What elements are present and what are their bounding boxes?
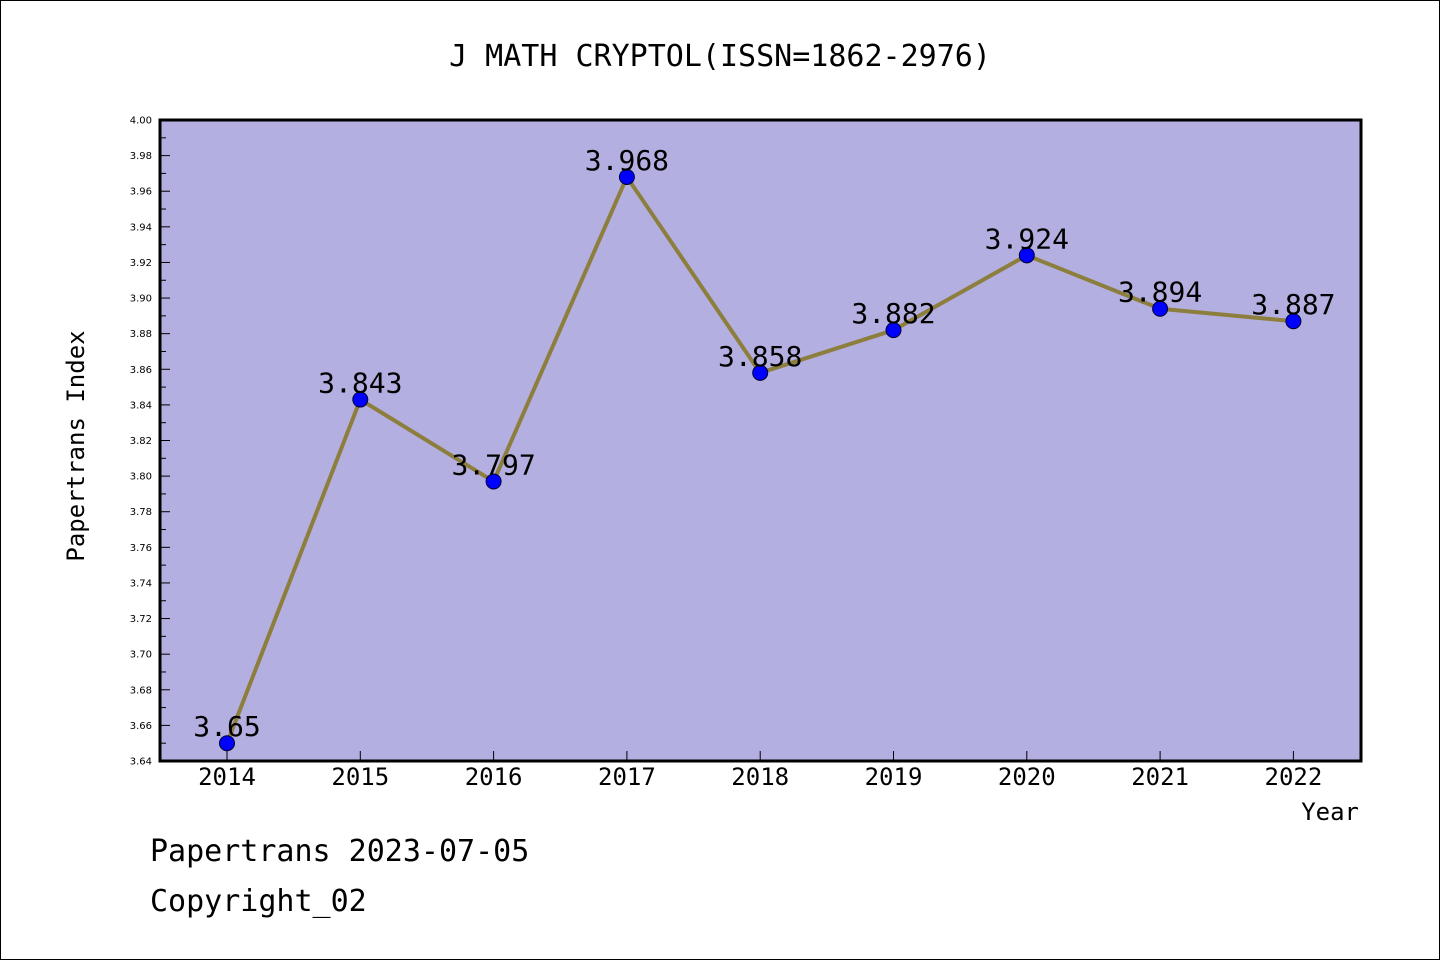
y-tick-label: 3.78 — [130, 507, 152, 518]
y-tick-label: 3.76 — [130, 543, 152, 554]
chart-title: J MATH CRYPTOL(ISSN=1862-2976) — [449, 39, 991, 74]
data-label: 3.894 — [1118, 276, 1202, 309]
x-tick-label: 2017 — [598, 763, 656, 791]
y-tick-label: 3.98 — [130, 151, 152, 162]
y-tick-label: 3.94 — [130, 222, 152, 233]
data-label: 3.924 — [985, 222, 1069, 255]
y-tick-label: 3.92 — [130, 258, 152, 269]
data-label: 3.797 — [451, 448, 535, 481]
y-axis: 3.64 3.66 3.68 3.70 3.72 3.74 3.76 3.78 3.80 3.82… — [130, 116, 170, 768]
y-tick-label: 4.00 — [130, 116, 152, 127]
y-tick-label: 3.80 — [130, 472, 152, 483]
footer-date-text: Papertrans 2023-07-05 — [150, 834, 530, 869]
y-tick-label: 3.68 — [130, 685, 152, 696]
data-point — [1018, 247, 1035, 264]
data-label: 3.887 — [1251, 288, 1335, 321]
x-tick-label: 2015 — [331, 763, 389, 791]
y-tick-label: 3.84 — [130, 400, 152, 411]
data-point — [219, 735, 235, 752]
data-label: 3.843 — [318, 367, 402, 400]
data-point — [1152, 300, 1169, 317]
y-tick-label: 3.70 — [130, 650, 152, 661]
data-point — [618, 168, 635, 185]
x-axis-title: Year — [1301, 798, 1359, 826]
data-point — [485, 473, 502, 490]
y-tick-label: 3.96 — [130, 187, 152, 198]
x-tick-label: 2014 — [198, 763, 256, 791]
series-layer — [219, 168, 1302, 752]
y-tick-label: 3.82 — [130, 436, 152, 447]
x-tick-label: 2019 — [865, 763, 923, 791]
x-tick-label: 2021 — [1131, 763, 1189, 791]
data-labels: 3.65 3.843 3.797 3.968 3.858 3.882 3.924 3.894 3… — [193, 144, 1335, 743]
y-axis-title: Papertrans Index — [62, 330, 90, 561]
data-point — [885, 322, 902, 339]
data-label: 3.65 — [193, 710, 260, 743]
x-tick-label: 2018 — [731, 763, 789, 791]
y-tick-label: 3.86 — [130, 365, 152, 376]
data-point — [352, 391, 369, 408]
x-tick-label: 2020 — [998, 763, 1056, 791]
x-tick-label: 2016 — [465, 763, 523, 791]
x-axis: 2014 2015 2016 2017 2018 2019 2020 2021 2022 — [198, 751, 1322, 791]
y-tick-label: 3.88 — [130, 329, 152, 340]
y-tick-label: 3.90 — [130, 294, 152, 305]
data-label: 3.882 — [851, 297, 935, 330]
y-tick-label: 3.74 — [130, 578, 152, 589]
plot-area — [158, 118, 1363, 763]
data-point — [1285, 313, 1302, 330]
data-point — [752, 364, 769, 381]
data-label: 3.858 — [718, 340, 802, 373]
y-tick-label: 3.64 — [130, 757, 152, 768]
y-tick-label: 3.72 — [130, 614, 152, 625]
footer-copyright-text: Copyright_02 — [150, 884, 367, 919]
x-tick-label: 2022 — [1265, 763, 1323, 791]
y-tick-label: 3.66 — [130, 721, 152, 732]
data-label: 3.968 — [585, 144, 669, 177]
